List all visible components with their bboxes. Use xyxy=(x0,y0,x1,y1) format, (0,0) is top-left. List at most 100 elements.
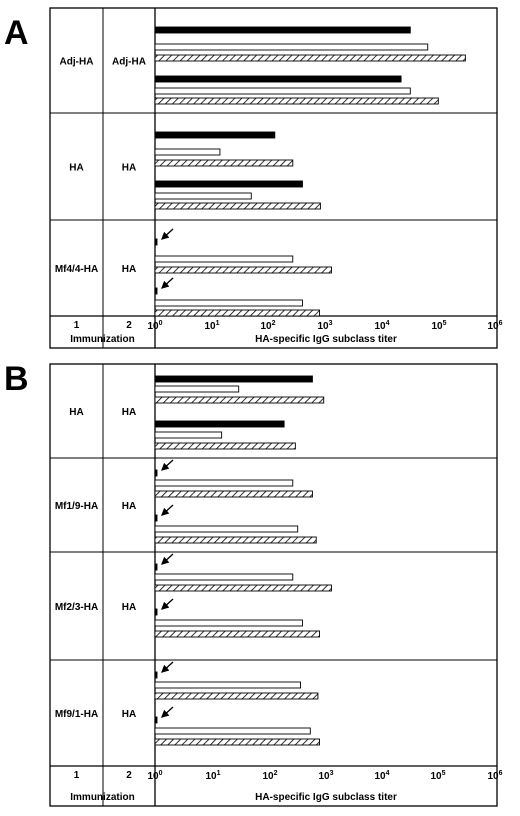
bar-solid xyxy=(154,238,158,246)
bar-solid xyxy=(154,563,158,571)
immunization-1-number: 1 xyxy=(74,770,80,781)
x-tick-label: 101 xyxy=(204,320,219,332)
immunization-2-label: HA xyxy=(122,709,136,720)
bar-solid xyxy=(154,608,158,616)
bar-solid xyxy=(154,375,313,383)
x-tick-label: 103 xyxy=(318,770,333,782)
tick-base: 10 xyxy=(204,321,216,332)
arrow-marker xyxy=(161,598,174,610)
bar-hatched xyxy=(154,584,332,592)
tick-base: 10 xyxy=(430,771,442,782)
immunization-2-label: HA xyxy=(122,163,136,174)
tick-exponent: 5 xyxy=(443,320,447,327)
bar-open xyxy=(154,43,429,51)
arrow-marker xyxy=(161,706,174,718)
tick-base: 10 xyxy=(147,771,159,782)
bar-solid xyxy=(154,131,276,139)
bar-hatched xyxy=(154,396,325,404)
tick-exponent: 4 xyxy=(386,770,390,777)
bar-group: Mf2/3-HA HA xyxy=(55,553,332,638)
bar-solid xyxy=(154,420,285,428)
panel-frame xyxy=(49,363,498,807)
tick-base: 10 xyxy=(317,321,329,332)
arrow-marker xyxy=(161,459,174,471)
immunization-2-label: Adj-HA xyxy=(112,57,146,68)
x-tick-label: 100 xyxy=(147,320,162,332)
tick-exponent: 6 xyxy=(499,320,503,327)
arrow-marker xyxy=(161,277,174,289)
tick-base: 10 xyxy=(431,321,443,332)
x-axis-title: HA-specific IgG subclass titer xyxy=(255,792,397,803)
x-tick-label: 106 xyxy=(487,320,502,332)
tick-base: 10 xyxy=(374,771,386,782)
bar-open xyxy=(154,299,303,307)
bar-solid xyxy=(154,514,158,522)
bar-solid xyxy=(154,75,402,83)
arrow-marker xyxy=(161,504,174,516)
immunization-2-label: HA xyxy=(122,602,136,613)
immunization-1-label: Mf1/9-HA xyxy=(55,501,98,512)
bar-open xyxy=(154,255,294,263)
immunization-2-number: 2 xyxy=(126,320,132,331)
panel-letter-a: A xyxy=(4,14,29,52)
tick-exponent: 1 xyxy=(217,770,221,777)
arrow-marker xyxy=(161,553,174,565)
x-axis-title: HA-specific IgG subclass titer xyxy=(255,334,397,345)
bar-hatched xyxy=(154,309,320,317)
immunization-1-label: HA xyxy=(69,163,83,174)
x-tick-label: 104 xyxy=(374,770,389,782)
bar-group: HA HA xyxy=(69,375,325,450)
bar-group: Mf9/1-HA HA xyxy=(55,661,320,746)
immunization-1-label: HA xyxy=(69,407,83,418)
tick-exponent: 0 xyxy=(159,320,163,327)
x-tick-label: 104 xyxy=(374,320,389,332)
arrow-marker xyxy=(161,661,174,673)
immunization-2-label: HA xyxy=(122,264,136,275)
tick-base: 10 xyxy=(147,321,159,332)
bar-hatched xyxy=(154,490,313,498)
x-tick-label: 105 xyxy=(431,320,446,332)
bar-group: HA HA xyxy=(69,131,321,210)
bar-solid xyxy=(154,287,158,295)
bar-open xyxy=(154,148,221,156)
tick-exponent: 1 xyxy=(216,320,220,327)
immunization-2-label: HA xyxy=(122,501,136,512)
tick-exponent: 5 xyxy=(442,770,446,777)
bar-open xyxy=(154,385,240,393)
tick-base: 10 xyxy=(318,771,330,782)
immunization-label: Immunization xyxy=(70,792,134,803)
tick-exponent: 6 xyxy=(499,770,503,777)
immunization-1-number: 1 xyxy=(74,320,80,331)
immunization-1-label: Adj-HA xyxy=(60,57,94,68)
tick-exponent: 3 xyxy=(329,320,333,327)
immunization-1-label: Mf2/3-HA xyxy=(55,602,98,613)
tick-base: 10 xyxy=(487,321,499,332)
bar-group: Mf1/9-HA HA xyxy=(55,459,317,544)
tick-exponent: 4 xyxy=(386,320,390,327)
bar-solid xyxy=(154,26,411,34)
bar-hatched xyxy=(154,97,439,105)
tick-base: 10 xyxy=(487,771,499,782)
bar-hatched xyxy=(154,536,317,544)
bar-hatched xyxy=(154,692,319,700)
x-tick-label: 105 xyxy=(430,770,445,782)
bar-hatched xyxy=(154,630,320,638)
x-tick-label: 102 xyxy=(260,320,275,332)
bar-open xyxy=(154,479,294,487)
immunization-1-label: Mf4/4-HA xyxy=(55,264,98,275)
bar-open xyxy=(154,727,311,735)
bar-solid xyxy=(154,180,303,188)
bar-solid xyxy=(154,716,158,724)
tick-exponent: 2 xyxy=(272,320,276,327)
immunization-2-label: HA xyxy=(122,407,136,418)
bar-hatched xyxy=(154,266,332,274)
tick-exponent: 0 xyxy=(159,770,163,777)
tick-base: 10 xyxy=(205,771,217,782)
x-tick-label: 100 xyxy=(147,770,162,782)
bar-solid xyxy=(154,671,158,679)
tick-base: 10 xyxy=(260,321,272,332)
bar-hatched xyxy=(154,202,321,210)
bar-open xyxy=(154,87,411,95)
x-tick-label: 102 xyxy=(262,770,277,782)
bar-hatched xyxy=(154,54,466,62)
